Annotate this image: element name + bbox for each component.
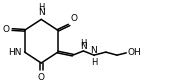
Text: N: N bbox=[80, 42, 87, 51]
Text: N: N bbox=[38, 8, 45, 17]
Text: O: O bbox=[70, 14, 77, 23]
Text: O: O bbox=[38, 73, 45, 82]
Text: H: H bbox=[38, 3, 44, 12]
Text: H: H bbox=[80, 39, 87, 48]
Text: HN: HN bbox=[8, 48, 21, 57]
Text: O: O bbox=[2, 25, 9, 34]
Text: OH: OH bbox=[128, 48, 141, 57]
Text: H: H bbox=[91, 58, 97, 67]
Text: N: N bbox=[91, 46, 97, 55]
